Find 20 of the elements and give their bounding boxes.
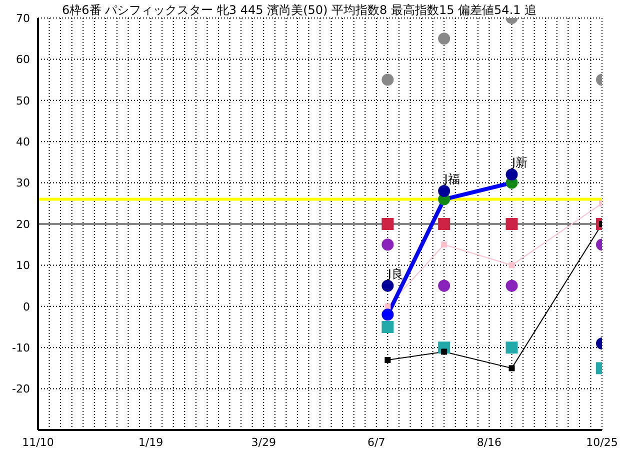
y-tick-label: -10: [12, 342, 30, 355]
y-tick-label: 10: [16, 259, 30, 272]
y-tick-label: 60: [16, 53, 30, 66]
annotation: J新: [510, 156, 528, 170]
annotation: J良: [386, 266, 404, 281]
x-tick-label: 8/16: [476, 436, 502, 449]
y-tick-label: -20: [12, 382, 30, 396]
x-tick-label: 3/29: [251, 436, 276, 449]
x-tick-label: 1/19: [138, 436, 164, 449]
y-tick-label: 50: [16, 94, 30, 108]
x-tick-label: 10/25: [586, 436, 618, 449]
y-tick-label: 40: [16, 136, 30, 149]
y-tick-label: 0: [23, 300, 30, 314]
x-tick-label: 11/10: [22, 436, 54, 449]
y-tick-label: 70: [16, 12, 30, 25]
annotation: J福: [443, 172, 460, 186]
y-tick-label: 30: [16, 176, 30, 190]
x-tick-label: 6/7: [368, 436, 386, 449]
chart-title: 6枠6番 パシフィックスター 牝3 445 濱尚美(50) 平均指数8 最高指数15 偏差値54.1 追: [62, 2, 537, 19]
y-tick-label: 20: [16, 218, 30, 231]
